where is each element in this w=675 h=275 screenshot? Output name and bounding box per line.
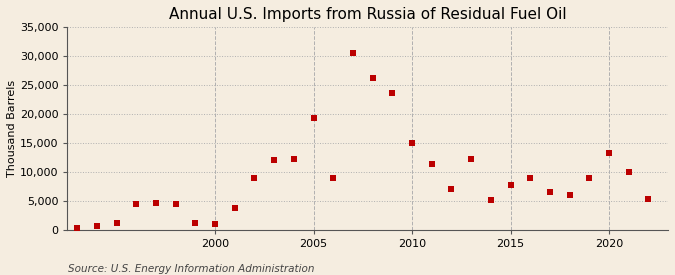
Point	[288, 157, 299, 161]
Point	[387, 90, 398, 95]
Point	[427, 162, 437, 166]
Point	[92, 224, 103, 229]
Point	[623, 170, 634, 174]
Point	[210, 222, 221, 226]
Point	[269, 158, 279, 162]
Point	[545, 189, 556, 194]
Point	[564, 193, 575, 197]
Point	[524, 175, 535, 180]
Point	[72, 226, 82, 230]
Point	[170, 202, 181, 207]
Point	[367, 75, 378, 80]
Point	[584, 175, 595, 180]
Point	[603, 151, 614, 156]
Text: Source: U.S. Energy Information Administration: Source: U.S. Energy Information Administ…	[68, 264, 314, 274]
Point	[505, 183, 516, 188]
Point	[308, 116, 319, 120]
Point	[328, 175, 339, 180]
Point	[131, 202, 142, 207]
Point	[151, 201, 161, 205]
Title: Annual U.S. Imports from Russia of Residual Fuel Oil: Annual U.S. Imports from Russia of Resid…	[169, 7, 566, 22]
Point	[643, 197, 654, 201]
Point	[466, 157, 477, 161]
Point	[230, 206, 240, 211]
Point	[485, 198, 496, 202]
Point	[249, 175, 260, 180]
Point	[406, 141, 417, 145]
Point	[111, 221, 122, 225]
Y-axis label: Thousand Barrels: Thousand Barrels	[7, 80, 17, 177]
Point	[190, 221, 200, 225]
Point	[348, 51, 358, 56]
Point	[446, 186, 457, 191]
